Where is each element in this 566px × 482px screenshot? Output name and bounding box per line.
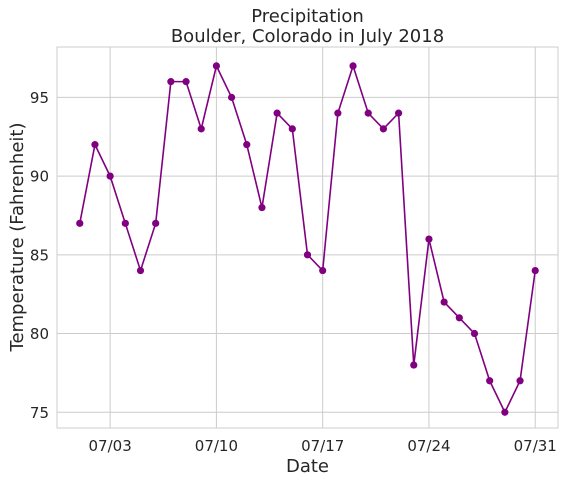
- data-point: [243, 141, 251, 149]
- x-tick-label: 07/24: [407, 437, 450, 455]
- data-point: [273, 109, 281, 117]
- y-tick-label: 90: [30, 168, 49, 186]
- y-axis-label: Temperature (Fahrenheit): [7, 123, 28, 353]
- data-point: [455, 314, 463, 322]
- y-tick-label: 95: [30, 89, 49, 107]
- y-tick-label: 85: [30, 246, 49, 264]
- data-point: [182, 78, 190, 86]
- chart-title-line-2: Boulder, Colorado in July 2018: [171, 26, 444, 47]
- y-tick-label: 75: [30, 404, 49, 422]
- grid-lines: [57, 47, 558, 428]
- x-tick-label: 07/17: [301, 437, 344, 455]
- series-layer: [76, 62, 539, 416]
- x-tick-label: 07/31: [514, 437, 557, 455]
- data-point: [425, 235, 433, 243]
- x-tick-label: 07/10: [195, 437, 238, 455]
- y-tick-label: 80: [30, 325, 49, 343]
- x-axis-label: Date: [286, 456, 329, 477]
- data-point: [486, 377, 494, 385]
- data-point: [470, 329, 479, 338]
- y-tick-labels: 75 80 85 90 95: [30, 89, 49, 422]
- data-point: [152, 219, 160, 227]
- data-point: [364, 109, 372, 117]
- data-point: [136, 266, 145, 275]
- series-line: [78, 63, 537, 415]
- chart-title-line-1: Precipitation: [251, 6, 364, 27]
- data-point: [334, 109, 342, 117]
- data-point: [121, 219, 129, 227]
- data-point: [379, 125, 388, 133]
- data-point: [394, 109, 403, 117]
- plot-frame: [56, 46, 559, 429]
- data-point: [167, 78, 175, 86]
- data-point: [501, 408, 509, 416]
- data-point: [212, 62, 221, 70]
- data-point: [349, 62, 357, 70]
- x-tick-label: 07/03: [89, 437, 132, 455]
- data-point: [531, 266, 539, 275]
- data-point: [440, 298, 448, 306]
- data-point: [258, 203, 266, 212]
- data-point: [227, 93, 236, 101]
- x-tick-labels: 07/03 07/10 07/17 07/24 07/31: [89, 437, 557, 455]
- data-point: [410, 361, 418, 369]
- data-point: [91, 141, 99, 149]
- data-point: [106, 172, 114, 180]
- data-point: [288, 125, 296, 133]
- data-point: [319, 266, 327, 275]
- data-point: [516, 377, 524, 385]
- data-point: [197, 125, 205, 133]
- data-point: [303, 251, 312, 259]
- data-point: [76, 219, 84, 227]
